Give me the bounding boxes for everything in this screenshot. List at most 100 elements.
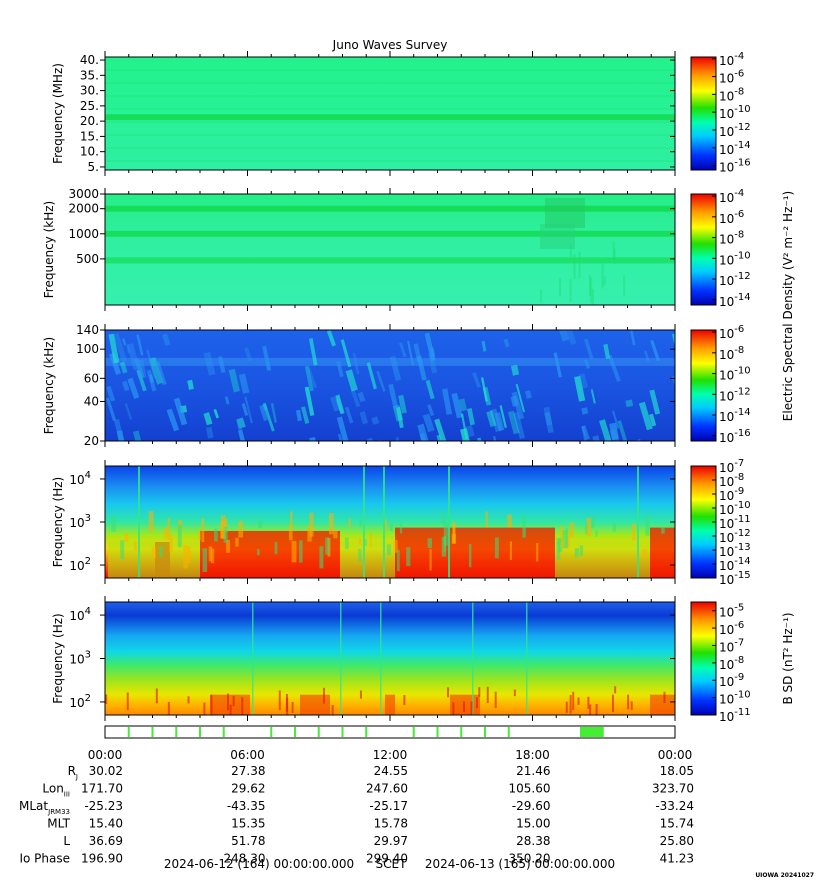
colorbar-tick-label: 10-12 — [719, 386, 751, 403]
texture-spike — [448, 466, 450, 578]
texture-streak — [631, 523, 636, 541]
texture-streak — [661, 526, 665, 534]
texture-burst — [173, 397, 188, 426]
texture-burst — [134, 358, 145, 378]
y-tick-label: 30. — [80, 84, 99, 98]
texture-spike — [138, 466, 140, 578]
texture-streak — [429, 549, 432, 571]
texture-burst — [609, 422, 619, 441]
texture-burst — [472, 371, 481, 388]
texture-burst — [503, 338, 510, 348]
texture-burst — [603, 343, 611, 360]
texture-burst — [345, 369, 358, 392]
ephemeris-label: MLatJRM33 — [19, 799, 70, 816]
texture-burst — [629, 330, 636, 346]
texture-streak — [389, 524, 393, 532]
texture-burst — [270, 403, 277, 423]
texture-burst — [416, 355, 427, 381]
y-tick-label: 3000 — [68, 187, 99, 201]
texture-burst — [352, 353, 360, 375]
texture-burst — [494, 412, 505, 432]
y-axis-label: Frequency (kHz) — [42, 201, 56, 298]
texture-burst — [650, 339, 660, 362]
ephemeris-value: 105.60 — [509, 782, 551, 796]
texture-intense — [650, 694, 675, 715]
ephemeris-value: 15.74 — [660, 817, 694, 831]
ephemeris-value: -25.17 — [369, 799, 408, 813]
texture-streak — [359, 690, 362, 699]
texture-streak — [223, 526, 228, 543]
ephemeris-value: 21.46 — [516, 764, 550, 778]
texture-streak — [257, 549, 260, 556]
y-tick-label: 140 — [76, 323, 99, 337]
mode-mark — [436, 727, 439, 737]
texture-burst — [427, 404, 435, 417]
texture-burst — [236, 417, 246, 429]
texture-burst — [162, 333, 171, 346]
texture-burst — [451, 392, 463, 419]
texture-streak — [359, 517, 362, 528]
texture-streak — [210, 548, 215, 564]
mode-bar-frame — [104, 725, 676, 739]
texture-streak — [187, 696, 190, 704]
mode-mark — [412, 727, 415, 737]
texture-spike — [383, 466, 385, 578]
texture-line — [105, 108, 675, 110]
texture-streak — [148, 511, 154, 533]
spectrogram-background — [105, 57, 675, 170]
texture-burst — [458, 398, 467, 412]
texture-burst — [543, 406, 553, 426]
y-tick-label: 20. — [80, 114, 99, 128]
texture-streak — [369, 532, 372, 547]
colorbar-tick-label: 10-15 — [719, 570, 751, 587]
texture-burst — [413, 343, 422, 363]
texture-streak — [291, 702, 294, 714]
texture-burst — [121, 338, 127, 346]
texture-burst — [524, 390, 532, 399]
colorbar-tick-label: 10-6 — [719, 324, 744, 341]
y-tick-label: 102 — [69, 693, 91, 710]
y-tick-label: 10. — [80, 145, 99, 159]
texture-streak — [151, 547, 156, 559]
texture-streak — [645, 514, 650, 536]
texture-streak — [468, 543, 472, 568]
colorbar-tick-label: 10-8 — [719, 345, 744, 362]
colorbar-tick-label: 10-10 — [719, 366, 751, 383]
ephemeris-label: LonIII — [42, 782, 70, 799]
colorbar-tick-label: 10-13 — [719, 542, 751, 559]
ephemeris-value: 247.60 — [366, 782, 408, 796]
texture-streak — [587, 696, 590, 709]
texture-burst — [138, 359, 147, 379]
texture-burst — [436, 434, 442, 441]
texture-spike — [252, 602, 254, 715]
texture-burst — [301, 406, 310, 424]
texture-streak — [201, 518, 205, 543]
colorbar — [690, 465, 717, 579]
texture-streak — [586, 517, 592, 537]
texture-streak — [591, 288, 594, 305]
texture-burst — [336, 360, 344, 378]
texture-burst — [308, 338, 318, 366]
colorbar-tick-label: 10-9 — [719, 486, 744, 503]
colorbar-tick-label: 10-16 — [719, 428, 751, 445]
texture-streak — [124, 532, 129, 543]
y-tick-label: 25. — [80, 99, 99, 113]
scet-line: 2024-06-12 (164) 00:00:00.000 SCET 2024-… — [164, 857, 615, 871]
texture-burst — [224, 396, 230, 405]
colorbar-tick-label: 10-4 — [719, 188, 744, 205]
texture-streak — [285, 693, 288, 712]
colorbar-tick-label: 10-6 — [719, 69, 744, 86]
ephemeris-value: 25.80 — [660, 834, 694, 848]
texture-burst — [126, 343, 140, 371]
texture-streak — [574, 548, 580, 558]
colorbar-tick-label: 10-12 — [719, 528, 751, 545]
texture-streak — [562, 530, 568, 549]
texture-burst — [434, 418, 448, 441]
texture-burst — [511, 391, 525, 420]
y-tick-label: 40 — [84, 394, 99, 408]
y-tick-label: 40. — [80, 53, 99, 67]
texture-streak — [572, 691, 575, 711]
texture-burst — [417, 423, 432, 441]
ephemeris-value: 350.20 — [509, 852, 551, 866]
